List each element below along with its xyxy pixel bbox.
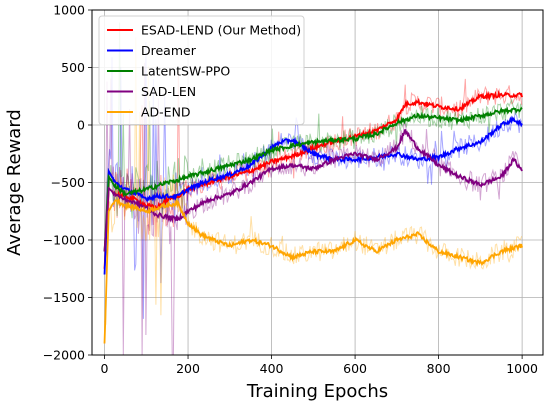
x-tick-label: 400 [260, 361, 284, 376]
x-tick-label: 0 [101, 361, 109, 376]
legend-label: LatentSW-PPO [141, 64, 230, 79]
series-lines [103, 90, 523, 344]
legend-label: SAD-LEN [141, 84, 196, 99]
legend-label: Dreamer [141, 43, 197, 58]
y-tick-label: −2000 [43, 348, 85, 363]
raw-series-line [104, 42, 523, 319]
tick-labels: 0 200 400 600 800 1000 −2000 −1500 −1000 −500 0 500… [43, 3, 538, 377]
y-tick-label: −1000 [43, 233, 85, 248]
legend-box [98, 15, 305, 125]
raw-series-line [104, 37, 523, 325]
y-tick-label: −500 [51, 175, 85, 190]
x-tick-label: 800 [427, 361, 451, 376]
x-tick-label: 200 [176, 361, 200, 376]
legend-label: ESAD-LEND (Our Method) [141, 23, 301, 38]
series-line [103, 115, 523, 275]
y-tick-label: 1000 [53, 3, 85, 18]
x-tick-label: 600 [343, 361, 367, 376]
legend-label: AD-END [141, 105, 191, 120]
y-axis-label: Average Reward [4, 109, 25, 256]
x-tick-label: 1000 [506, 361, 538, 376]
series-line [103, 197, 523, 344]
series-line [103, 129, 523, 252]
y-tick-label: −1500 [43, 290, 85, 305]
series-line [103, 106, 523, 252]
legend: ESAD-LEND (Our Method) Dreamer LatentSW-PP… [98, 15, 305, 125]
y-tick-label: 500 [61, 60, 85, 75]
y-tick-label: 0 [77, 118, 85, 133]
x-axis-label: Training Epochs [246, 381, 388, 402]
